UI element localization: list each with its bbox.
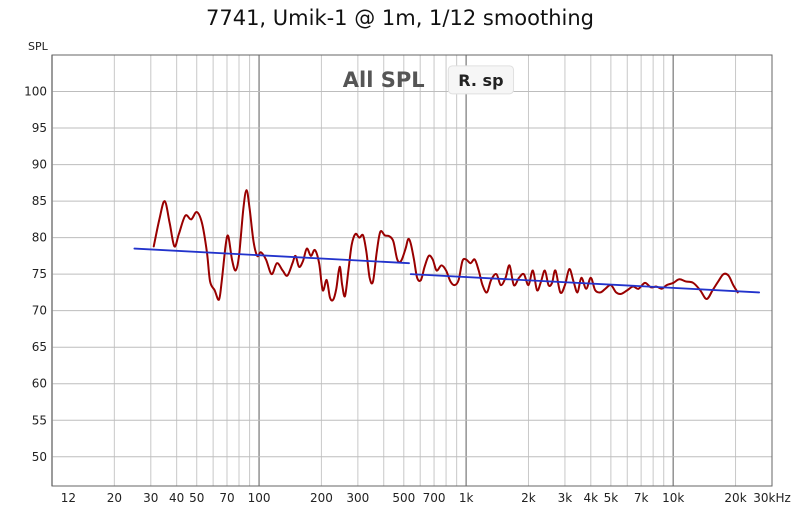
trend-line-1 xyxy=(133,247,410,265)
y-tick-label: 80 xyxy=(32,231,47,245)
x-tick-label: 30kHz xyxy=(753,491,791,505)
x-tick-label: 7k xyxy=(634,491,649,505)
plot-frame xyxy=(51,54,773,487)
y-tick-label: 60 xyxy=(32,377,47,391)
series-lines xyxy=(133,189,761,302)
x-tick-label: 1k xyxy=(459,491,474,505)
x-tick-label: 5k xyxy=(604,491,619,505)
axis-tick-labels: 50 55 60 65 70 75 80 85 90 95 100 12 20 30 40 50 70 100 20… xyxy=(24,85,791,505)
annotation-text: R. sp xyxy=(458,71,503,90)
x-tick-label: 12 xyxy=(61,491,76,505)
y-tick-label: 95 xyxy=(32,121,47,135)
grid-lines xyxy=(51,55,773,486)
annotation-box-background xyxy=(447,65,515,95)
x-tick-label: 20 xyxy=(107,491,122,505)
x-tick-label: 50 xyxy=(189,491,204,505)
annotation-box: R. sp xyxy=(447,65,515,95)
trend-line-2 xyxy=(409,273,761,294)
y-tick-label: 100 xyxy=(24,85,47,99)
x-tick-label: 100 xyxy=(248,491,271,505)
x-tick-label: 4k xyxy=(584,491,599,505)
x-tick-label: 70 xyxy=(219,491,234,505)
y-tick-label: 85 xyxy=(32,194,47,208)
x-tick-label: 10k xyxy=(662,491,684,505)
chart-title: 7741, Umik-1 @ 1m, 1/12 smoothing xyxy=(205,6,595,30)
x-tick-label: 20k xyxy=(724,491,746,505)
x-tick-label: 30 xyxy=(143,491,158,505)
x-tick-label: 700 xyxy=(423,491,446,505)
x-tick-label: 300 xyxy=(346,491,369,505)
y-axis-label: SPL xyxy=(28,40,48,53)
x-tick-label: 500 xyxy=(392,491,415,505)
y-tick-label: 90 xyxy=(32,158,47,172)
y-tick-label: 50 xyxy=(32,450,47,464)
x-tick-label: 200 xyxy=(310,491,333,505)
x-tick-label: 2k xyxy=(521,491,536,505)
x-tick-label: 3k xyxy=(558,491,573,505)
y-tick-label: 65 xyxy=(32,340,47,354)
annotations: All SPL R. sp xyxy=(343,65,515,95)
y-tick-label: 70 xyxy=(32,304,47,318)
y-tick-label: 75 xyxy=(32,267,47,281)
x-tick-label: 40 xyxy=(169,491,184,505)
annotation-label: All SPL xyxy=(343,68,425,92)
y-tick-label: 55 xyxy=(32,413,47,427)
